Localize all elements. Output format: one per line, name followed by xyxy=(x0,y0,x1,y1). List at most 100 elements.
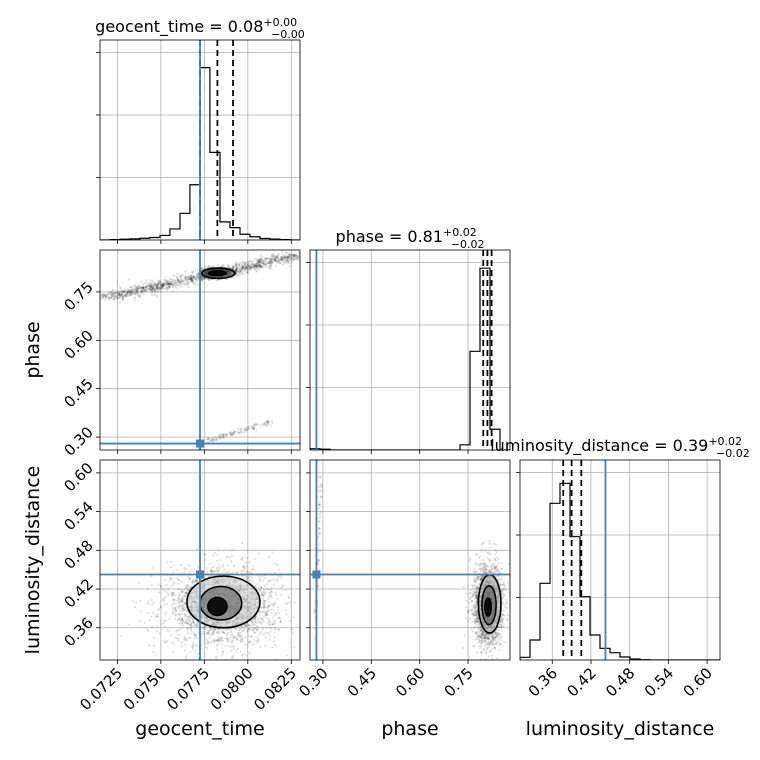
sample-point xyxy=(138,295,141,298)
sample-point xyxy=(276,256,279,259)
sample-point xyxy=(125,293,128,296)
sample-point xyxy=(273,620,276,623)
sample-point xyxy=(180,601,183,604)
sample-point xyxy=(173,279,176,282)
sample-point xyxy=(104,298,107,302)
sample-point xyxy=(176,273,179,276)
sample-point xyxy=(162,282,165,285)
sample-point xyxy=(257,260,260,263)
sample-point xyxy=(197,631,200,634)
hist-panel-phase xyxy=(306,249,511,454)
sample-point xyxy=(235,268,238,271)
sample-point xyxy=(203,558,206,562)
sample-point xyxy=(261,260,264,263)
sample-point xyxy=(129,290,132,293)
sample-point xyxy=(171,641,174,644)
sample-point xyxy=(288,253,291,256)
sample-point xyxy=(189,277,192,280)
sample-point xyxy=(152,644,156,648)
sample-point xyxy=(156,630,159,633)
sample-point xyxy=(156,284,160,287)
sample-point xyxy=(177,278,180,281)
sample-point xyxy=(146,289,149,292)
sample-point xyxy=(112,292,115,295)
sample-point xyxy=(170,282,173,285)
sample-point xyxy=(145,279,148,282)
sample-point xyxy=(272,254,275,257)
sample-point xyxy=(133,605,136,609)
sample-point xyxy=(222,436,226,439)
sample-point xyxy=(286,256,289,259)
sample-point xyxy=(168,285,171,288)
sample-point xyxy=(134,288,137,291)
sample-point xyxy=(258,258,261,261)
sample-point xyxy=(183,649,187,652)
sample-point xyxy=(279,593,282,597)
sample-point xyxy=(169,281,172,284)
sample-point xyxy=(264,611,267,615)
sample-point xyxy=(263,422,266,425)
sample-point xyxy=(256,621,259,624)
sample-point xyxy=(181,607,184,610)
sample-point xyxy=(317,520,320,523)
sample-point xyxy=(152,612,155,615)
sample-point xyxy=(102,295,105,298)
sample-point xyxy=(261,423,264,426)
sample-point xyxy=(230,432,233,436)
sample-point xyxy=(174,610,177,613)
sample-point xyxy=(219,434,222,437)
sample-point xyxy=(260,622,263,625)
sample-point xyxy=(156,287,160,290)
sample-point xyxy=(163,603,166,606)
sample-point xyxy=(146,611,149,614)
sample-point xyxy=(112,288,115,291)
sample-point xyxy=(153,283,156,286)
sample-point xyxy=(277,616,280,620)
sample-point xyxy=(246,265,249,268)
sample-point xyxy=(180,619,183,622)
sample-point xyxy=(238,432,241,435)
sample-point xyxy=(283,256,286,259)
sample-point xyxy=(120,293,123,296)
sample-point xyxy=(207,631,210,634)
sample-point xyxy=(149,285,152,288)
sample-point xyxy=(192,274,195,278)
sample-point xyxy=(261,575,264,578)
sample-point xyxy=(217,264,220,267)
sample-point xyxy=(184,636,187,640)
sample-point xyxy=(259,259,262,262)
sample-point xyxy=(115,292,118,295)
sample-point xyxy=(287,596,290,599)
sample-point xyxy=(200,635,203,638)
sample-point xyxy=(176,278,179,281)
sample-point xyxy=(176,283,179,286)
xlabel-phase: phase xyxy=(381,718,438,740)
sample-point xyxy=(284,262,287,265)
sample-point xyxy=(243,268,246,271)
sample-point xyxy=(262,589,265,592)
sample-point xyxy=(117,290,120,294)
sample-point xyxy=(240,263,243,266)
sample-point xyxy=(173,284,176,287)
sample-point xyxy=(133,290,137,293)
sample-point xyxy=(186,615,189,618)
sample-point xyxy=(208,438,211,441)
sample-point xyxy=(482,559,485,562)
sample-point xyxy=(284,260,288,263)
sample-point xyxy=(265,420,268,423)
sample-point xyxy=(166,283,169,286)
sample-point xyxy=(153,636,156,640)
sample-point xyxy=(189,626,192,630)
sample-point xyxy=(184,270,187,273)
sample-point xyxy=(181,618,184,621)
sample-point xyxy=(243,263,247,266)
sample-point xyxy=(222,628,225,631)
sample-point xyxy=(206,631,209,634)
sample-point xyxy=(283,258,286,261)
sample-point xyxy=(193,581,196,584)
sample-point xyxy=(161,283,164,286)
sample-point xyxy=(259,264,262,267)
sample-point xyxy=(187,615,190,618)
sample-point xyxy=(162,284,165,287)
sample-point xyxy=(250,267,253,270)
